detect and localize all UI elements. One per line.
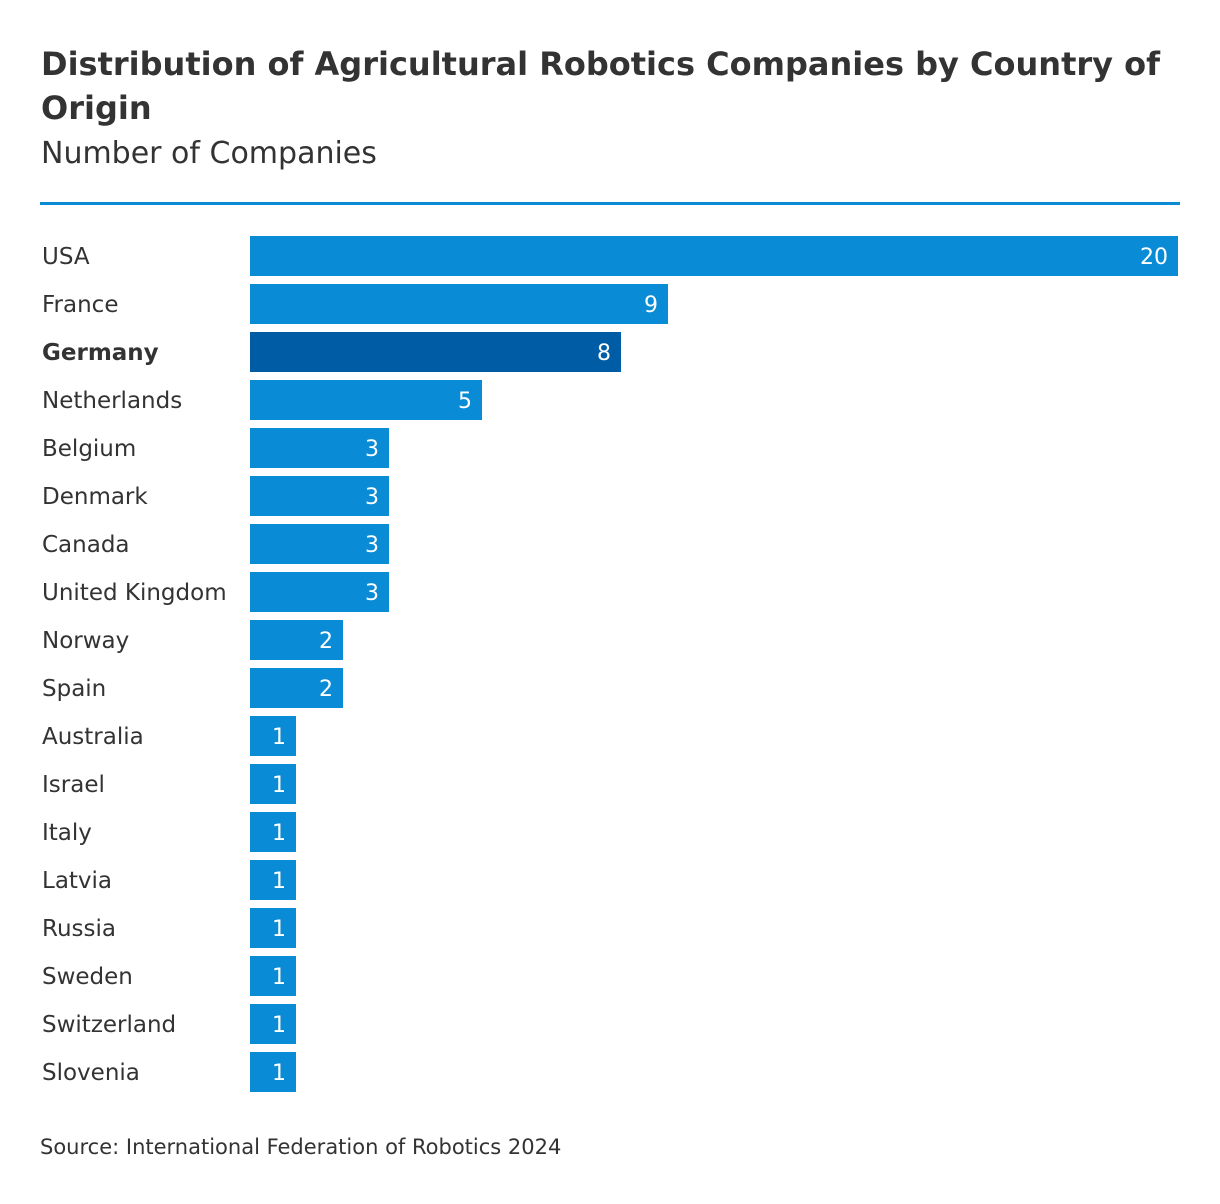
category-label-sweden: Sweden bbox=[42, 964, 133, 990]
bar-usa bbox=[250, 236, 1178, 276]
category-label-norway: Norway bbox=[42, 628, 129, 654]
category-label-slovenia: Slovenia bbox=[42, 1060, 140, 1086]
value-label-france: 9 bbox=[644, 293, 658, 318]
bar-israel bbox=[250, 764, 296, 804]
category-label-spain: Spain bbox=[42, 676, 106, 702]
value-label-australia: 1 bbox=[272, 725, 286, 750]
value-label-usa: 20 bbox=[1140, 245, 1168, 270]
bar-australia bbox=[250, 716, 296, 756]
category-label-belgium: Belgium bbox=[42, 436, 136, 462]
category-label-france: France bbox=[42, 292, 118, 318]
bar-norway bbox=[250, 620, 343, 660]
bar-france bbox=[250, 284, 668, 324]
value-label-switzerland: 1 bbox=[272, 1013, 286, 1038]
bar-netherlands bbox=[250, 380, 482, 420]
value-label-spain: 2 bbox=[319, 677, 333, 702]
bar-sweden bbox=[250, 956, 296, 996]
value-label-slovenia: 1 bbox=[272, 1061, 286, 1086]
value-label-denmark: 3 bbox=[365, 485, 379, 510]
category-label-canada: Canada bbox=[42, 532, 130, 558]
category-label-usa: USA bbox=[42, 244, 90, 270]
category-label-germany: Germany bbox=[42, 340, 159, 366]
value-label-netherlands: 5 bbox=[458, 389, 472, 414]
category-label-united-kingdom: United Kingdom bbox=[42, 580, 227, 606]
category-label-switzerland: Switzerland bbox=[42, 1012, 176, 1038]
bar-italy bbox=[250, 812, 296, 852]
category-label-australia: Australia bbox=[42, 724, 144, 750]
value-label-united-kingdom: 3 bbox=[365, 581, 379, 606]
bar-latvia bbox=[250, 860, 296, 900]
category-label-russia: Russia bbox=[42, 916, 116, 942]
category-label-netherlands: Netherlands bbox=[42, 388, 182, 414]
value-label-norway: 2 bbox=[319, 629, 333, 654]
bar-slovenia bbox=[250, 1052, 296, 1092]
value-label-germany: 8 bbox=[597, 341, 611, 366]
value-label-belgium: 3 bbox=[365, 437, 379, 462]
bar-belgium bbox=[250, 428, 389, 468]
source-note: Source: International Federation of Robo… bbox=[40, 1135, 562, 1159]
bar-canada bbox=[250, 524, 389, 564]
category-label-italy: Italy bbox=[42, 820, 92, 846]
bar-russia bbox=[250, 908, 296, 948]
value-label-canada: 3 bbox=[365, 533, 379, 558]
bar-united-kingdom bbox=[250, 572, 389, 612]
bar-germany bbox=[250, 332, 621, 372]
category-label-denmark: Denmark bbox=[42, 484, 148, 510]
bar-spain bbox=[250, 668, 343, 708]
header-divider bbox=[40, 202, 1180, 205]
value-label-russia: 1 bbox=[272, 917, 286, 942]
value-label-latvia: 1 bbox=[272, 869, 286, 894]
value-label-sweden: 1 bbox=[272, 965, 286, 990]
category-label-israel: Israel bbox=[42, 772, 105, 798]
bar-denmark bbox=[250, 476, 389, 516]
value-label-israel: 1 bbox=[272, 773, 286, 798]
chart-title: Distribution of Agricultural Robotics Co… bbox=[41, 45, 1161, 127]
bar-switzerland bbox=[250, 1004, 296, 1044]
category-label-latvia: Latvia bbox=[42, 868, 112, 894]
chart-subtitle: Number of Companies bbox=[41, 136, 377, 171]
value-label-italy: 1 bbox=[272, 821, 286, 846]
